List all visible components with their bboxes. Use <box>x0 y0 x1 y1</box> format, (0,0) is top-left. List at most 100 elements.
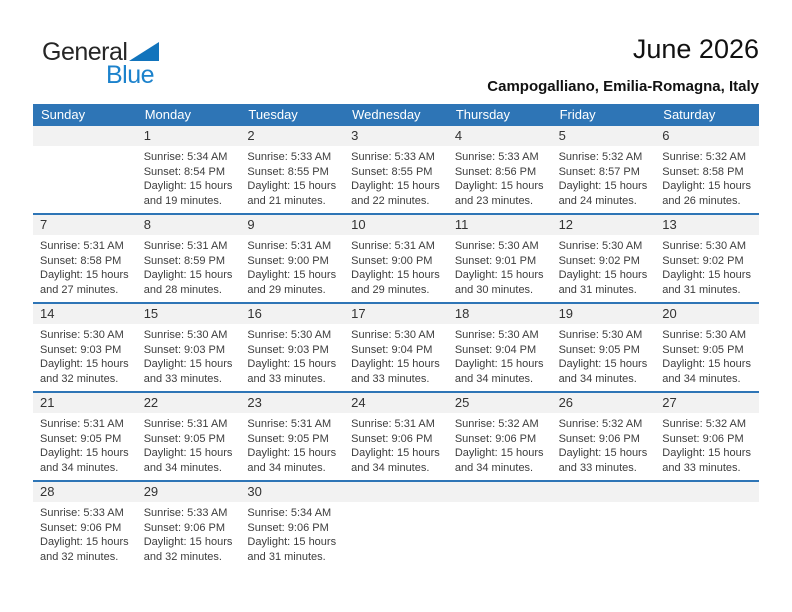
day-detail-line: Daylight: 15 hours <box>40 536 129 548</box>
logo-text-blue: Blue <box>106 61 155 89</box>
calendar-day-cell: 21 Sunrise: 5:31 AM Sunset: 9:05 PM Dayligh… <box>33 393 137 480</box>
day-details: Sunrise: 5:30 AM Sunset: 9:05 PM Daylight:… <box>655 324 759 386</box>
day-detail-line: Daylight: 15 hours <box>454 180 544 192</box>
day-detail-line: and 32 minutes. <box>40 550 119 563</box>
day-number: 23 <box>240 393 345 413</box>
calendar-day-cell: 1 Sunrise: 5:34 AM Sunset: 8:54 PM Daylight… <box>136 126 241 213</box>
day-details: Sunrise: 5:33 AM Sunset: 9:06 PM Daylight:… <box>33 502 137 564</box>
day-number: 18 <box>447 304 552 324</box>
day-number <box>447 482 552 502</box>
calendar-day-cell: 10 Sunrise: 5:31 AM Sunset: 9:00 PM Dayligh… <box>344 215 448 302</box>
day-detail-line: and 33 minutes. <box>247 372 326 385</box>
day-details: Sunrise: 5:33 AM Sunset: 8:56 PM Daylight:… <box>448 146 552 208</box>
day-detail-line: Sunset: 9:02 PM <box>662 254 744 267</box>
weekday-header-saturday: Saturday <box>663 107 716 122</box>
week-row: 7 Sunrise: 5:31 AM Sunset: 8:58 PM Daylight… <box>33 213 759 302</box>
weekday-header-tuesday: Tuesday <box>248 107 298 122</box>
day-details: Sunrise: 5:32 AM Sunset: 9:06 PM Daylight:… <box>552 413 656 475</box>
day-number: 29 <box>136 482 241 502</box>
day-detail-line: and 28 minutes. <box>143 283 222 296</box>
day-details <box>344 502 448 506</box>
day-number: 26 <box>551 393 656 413</box>
day-detail-line: Sunset: 8:57 PM <box>558 165 640 178</box>
day-number: 17 <box>344 304 448 324</box>
day-detail-line: Daylight: 15 hours <box>40 447 129 459</box>
day-number: 3 <box>344 126 448 146</box>
day-detail-line: Sunrise: 5:34 AM <box>143 151 228 163</box>
calendar-day-cell: 29 Sunrise: 5:33 AM Sunset: 9:06 PM Dayligh… <box>136 482 241 569</box>
day-number: 8 <box>136 215 241 235</box>
day-details: Sunrise: 5:31 AM Sunset: 9:05 PM Daylight:… <box>240 413 344 475</box>
day-detail-line: Daylight: 15 hours <box>143 447 233 459</box>
day-details: Sunrise: 5:30 AM Sunset: 9:04 PM Daylight:… <box>448 324 552 386</box>
day-detail-line: Sunrise: 5:30 AM <box>662 240 747 252</box>
day-detail-line: Sunset: 9:03 PM <box>143 343 226 356</box>
week-row: 14 Sunrise: 5:30 AM Sunset: 9:03 PM Dayligh… <box>33 302 759 391</box>
day-detail-line: Daylight: 15 hours <box>40 358 129 370</box>
calendar-day-cell: 3 Sunrise: 5:33 AM Sunset: 8:55 PM Daylight… <box>344 126 448 213</box>
day-detail-line: and 33 minutes. <box>558 461 637 474</box>
day-details: Sunrise: 5:30 AM Sunset: 9:05 PM Daylight:… <box>552 324 656 386</box>
day-detail-line: and 24 minutes. <box>558 194 637 207</box>
day-number: 21 <box>33 393 137 413</box>
day-detail-line: Sunrise: 5:32 AM <box>662 418 747 430</box>
day-detail-line: Daylight: 15 hours <box>40 269 129 281</box>
day-detail-line: Sunrise: 5:30 AM <box>662 329 747 341</box>
day-detail-line: Daylight: 15 hours <box>558 358 648 370</box>
calendar-grid: Sunday Monday Tuesday Wednesday Thursday… <box>33 104 759 569</box>
calendar-day-cell: 11 Sunrise: 5:30 AM Sunset: 9:01 PM Dayligh… <box>447 215 552 302</box>
day-number: 9 <box>240 215 345 235</box>
day-detail-line: Sunrise: 5:31 AM <box>351 418 435 430</box>
calendar-day-cell: 20 Sunrise: 5:30 AM Sunset: 9:05 PM Dayligh… <box>655 304 759 391</box>
day-details: Sunrise: 5:32 AM Sunset: 9:06 PM Daylight:… <box>448 413 552 475</box>
calendar-day-cell: 16 Sunrise: 5:30 AM Sunset: 9:03 PM Dayligh… <box>240 304 345 391</box>
day-detail-line: Sunrise: 5:31 AM <box>143 240 228 252</box>
day-number: 15 <box>136 304 241 324</box>
day-detail-line: and 34 minutes. <box>40 461 119 474</box>
day-details <box>552 502 656 506</box>
day-detail-line: and 34 minutes. <box>351 461 430 474</box>
day-detail-line: and 23 minutes. <box>454 194 534 207</box>
day-detail-line: and 31 minutes. <box>558 283 637 296</box>
calendar-empty-cell <box>344 482 448 569</box>
day-detail-line: Sunset: 9:01 PM <box>454 254 537 267</box>
day-detail-line: Daylight: 15 hours <box>351 358 440 370</box>
day-details: Sunrise: 5:30 AM Sunset: 9:02 PM Daylight:… <box>552 235 656 297</box>
day-detail-line: Sunset: 9:06 PM <box>143 521 226 534</box>
day-detail-line: Sunrise: 5:32 AM <box>454 418 539 430</box>
day-detail-line: Sunset: 8:54 PM <box>143 165 226 178</box>
day-detail-line: Daylight: 15 hours <box>143 269 233 281</box>
day-detail-line: Sunset: 9:04 PM <box>351 343 433 356</box>
calendar-body: 1 Sunrise: 5:34 AM Sunset: 8:54 PM Daylight… <box>33 126 759 569</box>
day-details: Sunrise: 5:30 AM Sunset: 9:03 PM Daylight:… <box>137 324 241 386</box>
day-detail-line: Sunrise: 5:32 AM <box>558 151 643 163</box>
calendar-day-cell: 9 Sunrise: 5:31 AM Sunset: 9:00 PM Daylight… <box>240 215 345 302</box>
day-detail-line: Daylight: 15 hours <box>143 180 233 192</box>
day-detail-line: Sunrise: 5:30 AM <box>558 329 643 341</box>
calendar-day-cell: 26 Sunrise: 5:32 AM Sunset: 9:06 PM Dayligh… <box>551 393 656 480</box>
day-number: 5 <box>551 126 656 146</box>
logo-text-general: General <box>42 38 128 66</box>
day-detail-line: Sunrise: 5:30 AM <box>247 329 332 341</box>
day-number: 28 <box>33 482 137 502</box>
day-details: Sunrise: 5:31 AM Sunset: 9:00 PM Daylight:… <box>344 235 448 297</box>
day-number: 6 <box>655 126 759 146</box>
calendar-day-cell: 19 Sunrise: 5:30 AM Sunset: 9:05 PM Dayligh… <box>551 304 656 391</box>
day-number <box>551 482 656 502</box>
weekday-header-row: Sunday Monday Tuesday Wednesday Thursday… <box>33 104 759 126</box>
day-details <box>33 146 137 150</box>
day-details: Sunrise: 5:31 AM Sunset: 9:06 PM Daylight:… <box>344 413 448 475</box>
day-detail-line: Daylight: 15 hours <box>454 447 544 459</box>
day-detail-line: Sunrise: 5:31 AM <box>247 240 332 252</box>
week-row: 21 Sunrise: 5:31 AM Sunset: 9:05 PM Dayligh… <box>33 391 759 480</box>
calendar-day-cell: 18 Sunrise: 5:30 AM Sunset: 9:04 PM Dayligh… <box>447 304 552 391</box>
day-detail-line: Sunset: 9:03 PM <box>247 343 329 356</box>
day-detail-line: Sunset: 9:05 PM <box>662 343 744 356</box>
day-detail-line: Sunrise: 5:33 AM <box>143 507 228 519</box>
weekday-header-thursday: Thursday <box>455 107 511 122</box>
day-detail-line: Sunrise: 5:30 AM <box>558 240 643 252</box>
day-details: Sunrise: 5:30 AM Sunset: 9:03 PM Daylight:… <box>33 324 137 386</box>
day-detail-line: and 30 minutes. <box>454 283 534 296</box>
day-detail-line: Daylight: 15 hours <box>143 358 233 370</box>
day-detail-line: Daylight: 15 hours <box>454 358 544 370</box>
